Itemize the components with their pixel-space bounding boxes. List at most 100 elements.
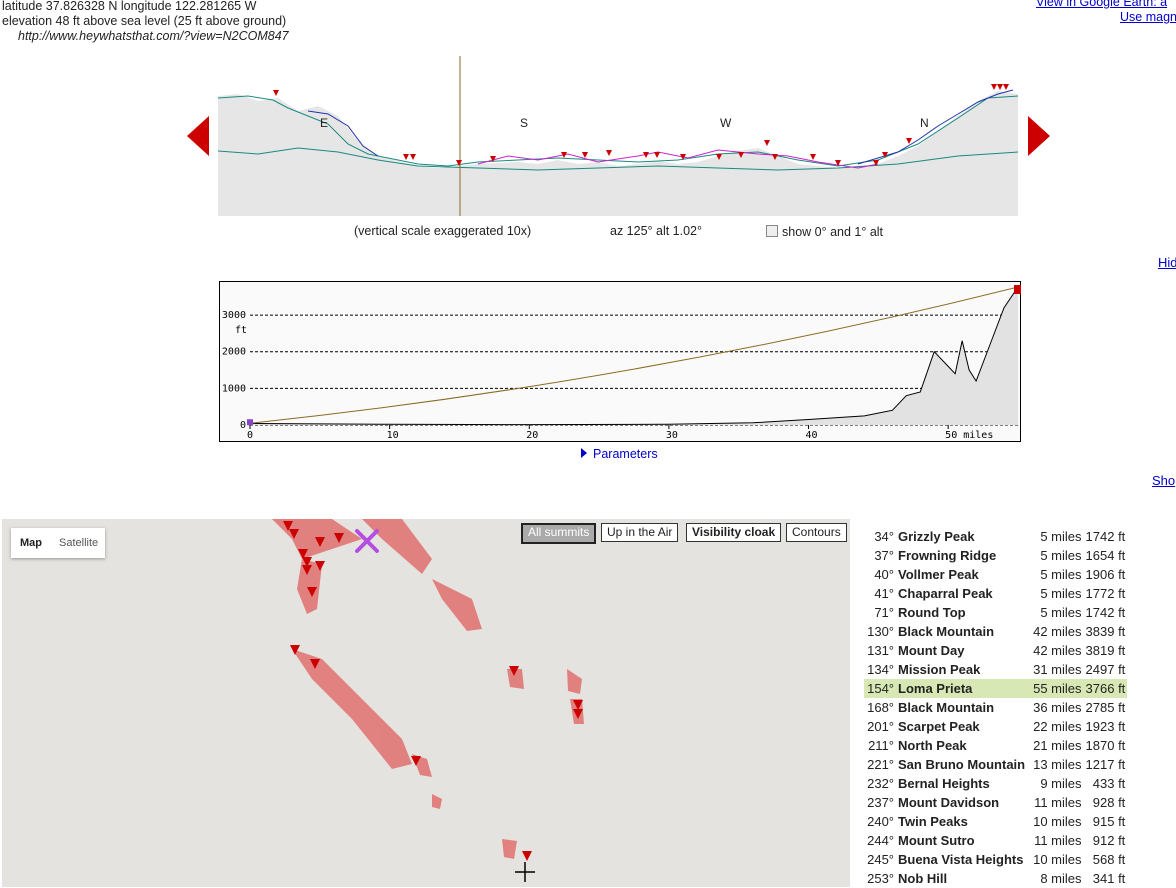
peak-row[interactable]: 134° Mission Peak 31 miles 2497 ft xyxy=(864,660,1127,679)
compass-s: S xyxy=(520,116,529,130)
peaks-table: 34° Grizzly Peak 5 miles 1742 ft 37° Frowning… xyxy=(864,527,1128,888)
peak-dist: 11 miles xyxy=(1034,795,1082,810)
y-tick-label: 1000 xyxy=(222,383,246,394)
peak-dist: 8 miles xyxy=(1040,871,1082,886)
viewshed-overlay xyxy=(272,519,584,859)
peak-elev: 915 ft xyxy=(1092,814,1126,829)
peak-az: 131° xyxy=(867,643,894,658)
peak-dist: 31 miles xyxy=(1033,662,1082,677)
peak-dist: 5 miles xyxy=(1040,548,1082,563)
peak-dist: 10 miles xyxy=(1033,852,1082,867)
peak-az: 253° xyxy=(867,871,894,886)
pan-right-arrow-icon[interactable] xyxy=(1028,116,1050,156)
peak-az: 237° xyxy=(867,795,894,810)
peak-az: 130° xyxy=(867,624,894,639)
peak-name: Black Mountain xyxy=(898,624,995,639)
peak-dist: 21 miles xyxy=(1033,738,1082,753)
peak-row[interactable]: 154° Loma Prieta 55 miles 3766 ft xyxy=(864,679,1128,698)
y-unit-label: ft xyxy=(235,325,247,336)
peak-row[interactable]: 41° Chaparral Peak 5 miles 1772 ft xyxy=(864,584,1127,603)
alt-lines-label: show 0° and 1° alt xyxy=(782,225,884,239)
location-elevation: elevation 48 ft above sea level (25 ft a… xyxy=(2,14,287,28)
satellite-tab[interactable]: Satellite xyxy=(59,537,99,549)
peak-name: Mount Day xyxy=(898,643,965,658)
peak-az: 34° xyxy=(874,529,894,544)
peak-az: 41° xyxy=(874,586,894,601)
peak-elev: 1870 ft xyxy=(1085,738,1126,753)
hide-link[interactable]: Hid xyxy=(1158,255,1176,270)
peak-az: 71° xyxy=(874,605,894,620)
peak-row[interactable]: 130° Black Mountain 42 miles 3839 ft xyxy=(864,622,1127,641)
x-tick-label: 30 xyxy=(666,430,678,441)
panorama-ground xyxy=(218,91,1018,216)
target-point xyxy=(1014,285,1021,294)
google-earth-link[interactable]: View in Google Earth: a xyxy=(1036,0,1168,9)
parameters-toggle[interactable]: Parameters xyxy=(581,447,658,461)
peak-az: 221° xyxy=(867,757,894,772)
alt-lines-toggle[interactable]: show 0° and 1° alt xyxy=(766,225,883,239)
peak-dist: 55 miles xyxy=(1027,679,1084,698)
peak-elev: 912 ft xyxy=(1092,833,1126,848)
peak-row[interactable]: 131° Mount Day 42 miles 3819 ft xyxy=(864,641,1127,660)
peak-name: Vollmer Peak xyxy=(898,567,979,582)
terrain-area xyxy=(250,287,1018,425)
peak-row[interactable]: 244° Mount Sutro 11 miles 912 ft xyxy=(864,831,1127,850)
peak-row[interactable]: 40° Vollmer Peak 5 miles 1906 ft xyxy=(864,565,1127,584)
ridge-line-teal xyxy=(217,95,1019,167)
contours-button[interactable]: Contours xyxy=(786,523,847,542)
panorama-svg xyxy=(217,56,1019,216)
peak-elev: 3819 ft xyxy=(1085,643,1126,658)
pan-left-arrow-icon[interactable] xyxy=(187,116,209,156)
visibility-cloak-button[interactable]: Visibility cloak xyxy=(686,523,782,542)
x-tick-label: 50 miles xyxy=(945,430,993,441)
peak-row[interactable]: 240° Twin Peaks 10 miles 915 ft xyxy=(864,812,1127,831)
peak-name: Grizzly Peak xyxy=(898,529,975,544)
peak-dist: 5 miles xyxy=(1040,586,1082,601)
x-tick-label: 0 xyxy=(247,430,253,441)
peak-row[interactable]: 221° San Bruno Mountain 13 miles 1217 ft xyxy=(864,755,1127,774)
peak-elev: 2785 ft xyxy=(1085,700,1126,715)
peak-row[interactable]: 34° Grizzly Peak 5 miles 1742 ft xyxy=(864,527,1127,546)
peak-row[interactable]: 71° Round Top 5 miles 1742 ft xyxy=(864,603,1127,622)
alt-lines-checkbox[interactable] xyxy=(766,225,778,237)
profile-svg: 0 10 20 30 40 50 miles 0 1000 2000 3000 ft xyxy=(219,281,1021,442)
peak-row[interactable]: 232° Bernal Heights 9 miles 433 ft xyxy=(864,774,1127,793)
panorama-view[interactable]: E S W N xyxy=(217,56,1019,216)
peak-row[interactable]: 237° Mount Davidson 11 miles 928 ft xyxy=(864,793,1127,812)
compass-n: N xyxy=(920,116,929,130)
peak-row[interactable]: 211° North Peak 21 miles 1870 ft xyxy=(864,736,1127,755)
show-link[interactable]: Sho xyxy=(1152,473,1176,488)
map-view[interactable]: Map Satellite xyxy=(2,519,850,887)
peak-row[interactable]: 37° Frowning Ridge 5 miles 1654 ft xyxy=(864,546,1127,565)
ridge-line-blue xyxy=(307,89,1014,165)
compass-w: W xyxy=(720,116,732,130)
observer-point xyxy=(247,419,253,426)
all-summits-button[interactable]: All summits xyxy=(521,523,597,544)
compass-e: E xyxy=(320,116,329,130)
peak-dist: 42 miles xyxy=(1033,624,1082,639)
peak-row[interactable]: 245° Buena Vista Heights 10 miles 568 ft xyxy=(864,850,1127,869)
peak-elev: 1742 ft xyxy=(1085,529,1126,544)
peak-name: Chaparral Peak xyxy=(898,586,993,601)
peak-az: 244° xyxy=(867,833,894,848)
peak-name: Buena Vista Heights xyxy=(898,852,1024,867)
x-tick-label: 20 xyxy=(526,430,538,441)
peak-elev: 1217 ft xyxy=(1085,757,1126,772)
peak-dist: 10 miles xyxy=(1033,814,1082,829)
x-tick-label: 40 xyxy=(806,430,818,441)
map-tab[interactable]: Map xyxy=(20,537,42,549)
peak-az: 211° xyxy=(868,738,894,753)
peak-elev: 3766 ft xyxy=(1083,679,1128,698)
up-in-the-air-button[interactable]: Up in the Air xyxy=(601,523,679,542)
peak-row[interactable]: 168° Black Mountain 36 miles 2785 ft xyxy=(864,698,1127,717)
peak-az: 134° xyxy=(867,662,894,677)
use-magnifier-link[interactable]: Use magn xyxy=(1120,10,1176,24)
peak-name: Round Top xyxy=(898,605,966,620)
peak-row[interactable]: 253° Nob Hill 8 miles 341 ft xyxy=(864,869,1127,888)
peak-az: 37° xyxy=(874,548,894,563)
peak-elev: 928 ft xyxy=(1092,795,1126,810)
peak-name: Frowning Ridge xyxy=(898,548,997,563)
peak-row[interactable]: 201° Scarpet Peak 22 miles 1923 ft xyxy=(864,717,1127,736)
peak-name: Scarpet Peak xyxy=(898,719,980,734)
y-tick-label: 0 xyxy=(240,420,246,431)
